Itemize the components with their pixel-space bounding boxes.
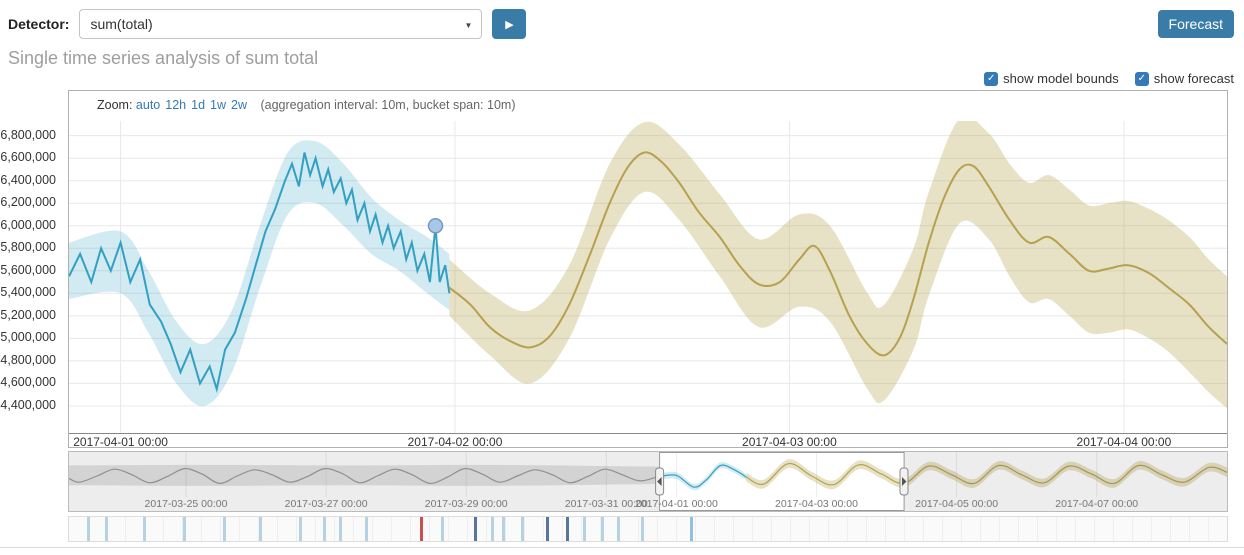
zoom-link-1d[interactable]: 1d <box>191 98 206 112</box>
model-bounds-band <box>69 140 450 407</box>
y-axis-label: 6,200,000 <box>0 195 56 210</box>
detector-select[interactable]: sum(total) ▼ <box>79 9 483 39</box>
y-axis-label: 6,800,000 <box>0 127 56 142</box>
swimlane-tick <box>441 517 444 541</box>
zoom-info: (aggregation interval: 10m, bucket span:… <box>260 98 516 112</box>
page-divider <box>0 547 1244 548</box>
context-x-axis-label: 2017-04-05 00:00 <box>915 498 999 510</box>
context-x-axis-label: 2017-03-27 00:00 <box>284 498 368 510</box>
checkbox-show-model-bounds[interactable]: ✓ show model bounds <box>984 71 1119 86</box>
forecast-line <box>448 151 1227 357</box>
swimlane-tick <box>473 517 477 541</box>
context-actual-line <box>659 464 747 488</box>
x-axis-label: 2017-04-04 00:00 <box>1076 435 1172 448</box>
swimlane-tick <box>298 517 302 541</box>
swimlane-tick <box>546 517 550 541</box>
y-axis-label: 5,000,000 <box>0 330 56 345</box>
chevron-down-icon: ▼ <box>464 21 473 30</box>
y-axis-label: 5,200,000 <box>0 307 56 322</box>
checkbox-show-forecast[interactable]: ✓ show forecast <box>1134 71 1234 86</box>
brush-handle-left[interactable] <box>655 467 665 496</box>
swimlane[interactable] <box>68 516 1228 542</box>
actual-line <box>69 152 451 394</box>
y-axis-label: 4,600,000 <box>0 375 56 390</box>
checkbox-icon[interactable]: ✓ <box>984 71 999 86</box>
checkbox-row: ✓ show model bounds ✓ show forecast <box>984 71 1234 86</box>
context-x-axis-label: 2017-03-29 00:00 <box>424 498 508 510</box>
y-axis-label: 4,400,000 <box>0 398 56 412</box>
brush-unselected-left[interactable] <box>69 452 660 511</box>
toolbar: Detector: sum(total) ▼ ▶ Forecast <box>8 8 1234 40</box>
swimlane-tick <box>583 517 587 541</box>
main-chart-plot[interactable] <box>69 121 1227 433</box>
checkbox-label: show forecast <box>1153 71 1234 86</box>
context-gray-line <box>69 467 660 485</box>
y-axis-label: 4,800,000 <box>0 352 56 367</box>
play-icon: ▶ <box>505 18 514 31</box>
context-forecast-line <box>746 462 1227 486</box>
swimlane-tick <box>87 517 91 541</box>
swimlane-tick <box>364 517 368 541</box>
forecast-button[interactable]: Forecast <box>1157 10 1234 38</box>
context-x-axis-label: 2017-03-31 00:00 <box>564 498 648 510</box>
context-chart: 2017-03-25 00:00 2017-03-27 00:00 2017-03-… <box>68 451 1228 512</box>
context-actual-band <box>659 462 747 491</box>
context-chart-plot[interactable] <box>69 452 1227 511</box>
zoom-link-2w[interactable]: 2w <box>231 98 247 112</box>
checkbox-label: show model bounds <box>1003 71 1119 86</box>
y-axis-label: 6,000,000 <box>0 217 56 232</box>
y-axis-label: 5,800,000 <box>0 240 56 255</box>
x-axis-label: 2017-04-01 00:00 <box>73 435 168 448</box>
swimlane-tick <box>689 517 693 541</box>
context-x-axis-label: 2017-04-07 00:00 <box>1055 498 1139 510</box>
main-x-axis: 2017-04-01 00:00 2017-04-02 00:00 2017-04-… <box>69 433 1227 448</box>
play-button[interactable]: ▶ <box>492 9 527 39</box>
page-title: Single time series analysis of sum total <box>8 48 319 68</box>
y-axis-label: 5,600,000 <box>0 262 56 277</box>
swimlane-tick <box>640 517 644 541</box>
swimlane-tick <box>338 517 342 541</box>
swimlane-tick <box>520 517 524 541</box>
swimlane-tick <box>182 517 186 541</box>
swimlane-tick <box>600 517 604 541</box>
checkbox-icon[interactable]: ✓ <box>1134 71 1149 86</box>
zoom-link-1w[interactable]: 1w <box>210 98 227 112</box>
swimlane-tick <box>223 517 227 541</box>
context-x-axis-label: 2017-04-03 00:00 <box>775 498 858 510</box>
swimlane-tick <box>258 517 262 541</box>
context-x-axis-label: 2017-03-25 00:00 <box>144 498 228 510</box>
swimlane-tick <box>142 517 146 541</box>
brush-unselected-right[interactable] <box>904 452 1227 511</box>
y-axis-label: 6,600,000 <box>0 150 56 165</box>
zoom-links: auto 12h 1d 1w 2w <box>136 98 252 112</box>
y-axis-label: 5,400,000 <box>0 285 56 300</box>
y-axis-label: 6,400,000 <box>0 172 56 187</box>
zoom-link-12h[interactable]: 12h <box>165 98 187 112</box>
context-x-axis-label: 2017-04-01 00:00 <box>634 498 718 510</box>
swimlane-tick <box>501 517 505 541</box>
context-gray-band <box>69 464 660 486</box>
highlight-marker[interactable] <box>427 218 444 234</box>
swimlane-tick <box>104 517 108 541</box>
brush-handle-right[interactable] <box>899 467 909 496</box>
x-axis-label: 2017-04-03 00:00 <box>742 435 837 448</box>
swimlane-tick <box>616 517 620 541</box>
swimlane-tick <box>490 517 494 541</box>
y-axis: 6,800,000 6,600,000 6,400,000 6,200,000 6,00… <box>0 120 62 432</box>
main-chart: Zoom: auto 12h 1d 1w 2w (aggregation interva… <box>68 90 1228 448</box>
detector-select-value: sum(total) <box>90 16 153 32</box>
detector-label: Detector: <box>8 16 70 32</box>
x-axis-label: 2017-04-02 00:00 <box>407 435 503 448</box>
swimlane-tick <box>565 517 569 541</box>
zoom-label: Zoom: <box>97 98 133 112</box>
zoom-bar: Zoom: auto 12h 1d 1w 2w (aggregation interva… <box>97 98 515 112</box>
forecast-bounds-band <box>449 121 1227 409</box>
zoom-link-auto[interactable]: auto <box>135 98 161 112</box>
swimlane-tick <box>322 517 326 541</box>
swimlane-tick <box>420 517 423 541</box>
